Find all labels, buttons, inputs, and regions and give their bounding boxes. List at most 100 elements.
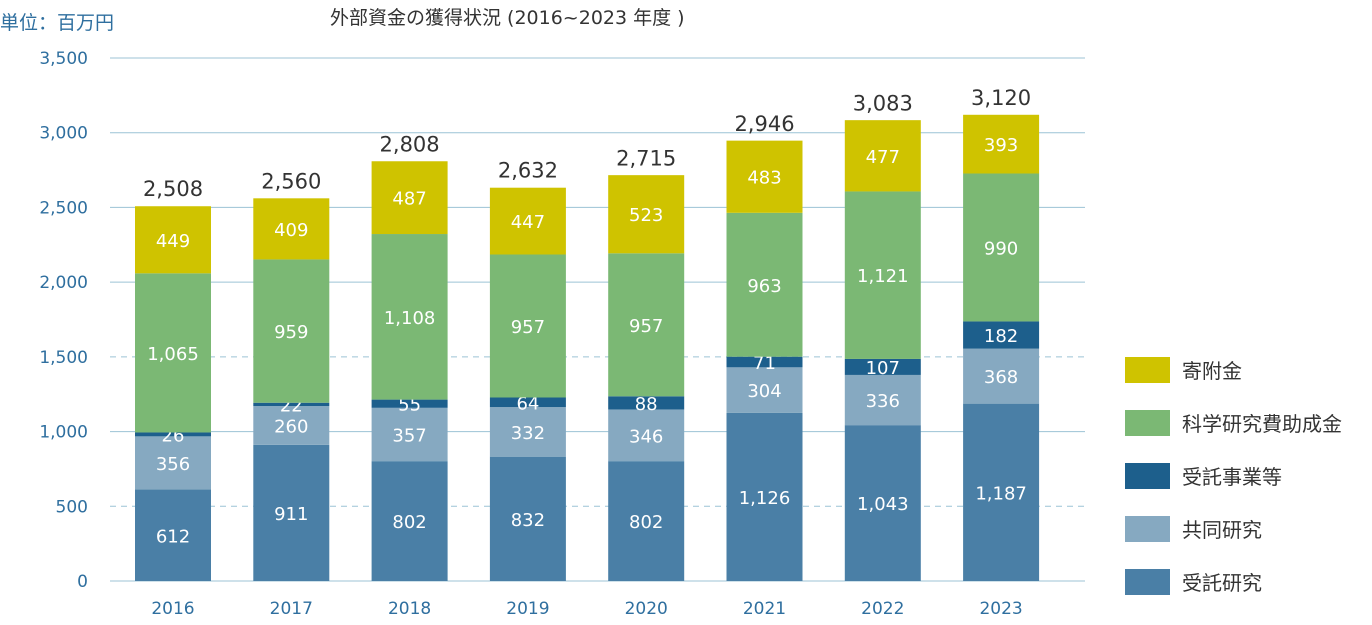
x-tick-label: 2023 (979, 599, 1022, 619)
total-value-label: 2,508 (143, 177, 203, 201)
segment-value-label: 483 (747, 168, 781, 189)
segment-value-label: 55 (398, 395, 421, 416)
y-tick-label: 500 (56, 497, 88, 517)
chart-title: 外部資金の獲得状況 (2016~2023 年度 ) (330, 7, 685, 29)
x-tick-label: 2017 (270, 599, 313, 619)
bar-segment (608, 175, 685, 254)
segment-value-label: 957 (629, 316, 663, 337)
segment-value-label: 802 (629, 512, 663, 533)
x-tick-label: 2016 (151, 599, 194, 619)
bar-segment (489, 187, 566, 255)
bar-segment (489, 254, 566, 398)
bar-segment (844, 374, 921, 426)
legend-item-寄附金: 寄附金 (1125, 343, 1372, 396)
bar-segment (963, 114, 1040, 174)
y-tick-label: 3,000 (39, 124, 88, 144)
bar-segment (726, 412, 803, 581)
segment-value-label: 356 (156, 454, 190, 475)
bar-segment (253, 406, 330, 445)
segment-value-label: 1,126 (739, 488, 791, 509)
segment-value-label: 260 (274, 416, 308, 437)
bar-segment (371, 399, 448, 408)
legend-swatch (1125, 409, 1170, 436)
bar-segment (489, 397, 566, 408)
total-value-label: 3,083 (853, 91, 913, 115)
bar-segment (963, 173, 1040, 322)
bar-segment (489, 407, 566, 457)
bar-segment (253, 259, 330, 403)
segment-value-label: 487 (392, 189, 426, 210)
bar-segment (726, 356, 803, 368)
segment-value-label: 477 (866, 147, 900, 168)
y-tick-label: 1,500 (39, 348, 88, 368)
total-value-label: 2,715 (616, 146, 676, 170)
segment-value-label: 1,108 (384, 308, 436, 329)
x-tick-label: 2018 (388, 599, 431, 619)
bar-segment (963, 403, 1040, 581)
segment-value-label: 990 (984, 238, 1018, 259)
bar-segment (608, 253, 685, 397)
segment-value-label: 71 (753, 353, 776, 374)
legend-swatch (1125, 515, 1170, 542)
legend-label: 受託事業等 (1182, 465, 1282, 489)
y-tick-label: 0 (77, 572, 88, 592)
bar-segment (135, 273, 211, 433)
bar-segment (844, 358, 921, 375)
bar-segment (489, 456, 566, 581)
bar-segment (608, 461, 685, 581)
y-tick-label: 2,500 (39, 198, 88, 218)
legend-label: 共同研究 (1182, 518, 1262, 542)
segment-value-label: 346 (629, 426, 663, 447)
segment-value-label: 1,043 (857, 494, 909, 515)
y-tick-label: 2,000 (39, 273, 88, 293)
bar-segment (844, 425, 921, 581)
segment-value-label: 88 (635, 394, 658, 415)
bar-segment (726, 212, 803, 357)
segment-value-label: 393 (984, 135, 1018, 156)
x-tick-label: 2019 (506, 599, 549, 619)
bar-segment (135, 436, 211, 490)
segment-value-label: 304 (747, 381, 781, 402)
legend-swatch (1125, 462, 1170, 489)
total-value-label: 2,560 (261, 169, 321, 193)
bar-segment (253, 444, 330, 581)
bar-segment (608, 409, 685, 462)
segment-value-label: 336 (866, 391, 900, 412)
segment-value-label: 959 (274, 322, 308, 343)
legend-swatch (1125, 568, 1170, 595)
bar-segment (608, 396, 685, 410)
bar-segment (253, 198, 330, 260)
legend-item-科学研究費助成金: 科学研究費助成金 (1125, 396, 1372, 449)
bar-segment (253, 402, 330, 407)
total-value-label: 2,808 (380, 132, 440, 156)
legend: 寄附金 科学研究費助成金 受託事業等 共同研究 受託研究 (1125, 343, 1372, 608)
bar-segment (371, 407, 448, 462)
segment-value-label: 332 (511, 423, 545, 444)
segment-value-label: 64 (516, 393, 539, 414)
bar-segment (371, 234, 448, 400)
total-value-label: 2,632 (498, 159, 558, 183)
bar-segment (963, 321, 1040, 349)
segment-value-label: 368 (984, 367, 1018, 388)
segment-value-label: 107 (866, 358, 900, 379)
bar-segment (135, 206, 211, 274)
segment-value-label: 1,187 (975, 483, 1027, 504)
legend-item-受託研究: 受託研究 (1125, 555, 1372, 608)
segment-value-label: 409 (274, 220, 308, 241)
segment-value-label: 1,065 (147, 344, 199, 365)
bar-segment (844, 120, 921, 192)
bar-segment (371, 461, 448, 581)
segment-value-label: 612 (156, 526, 190, 547)
bar-segment (726, 367, 803, 413)
segment-value-label: 357 (392, 425, 426, 446)
y-tick-label: 1,000 (39, 423, 88, 443)
legend-item-共同研究: 共同研究 (1125, 502, 1372, 555)
legend-label: 科学研究費助成金 (1182, 412, 1342, 436)
total-value-label: 2,946 (734, 112, 794, 136)
legend-item-受託事業等: 受託事業等 (1125, 449, 1372, 502)
legend-swatch (1125, 356, 1170, 383)
segment-value-label: 832 (511, 510, 545, 531)
segment-value-label: 182 (984, 326, 1018, 347)
x-tick-label: 2021 (743, 599, 786, 619)
